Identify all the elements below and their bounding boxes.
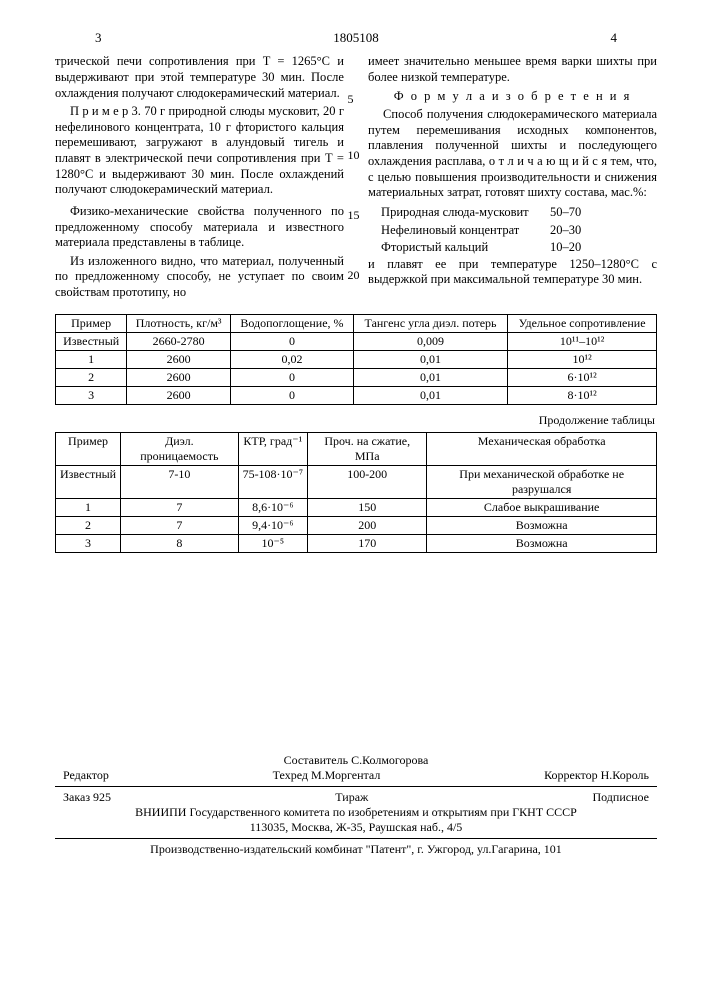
right-p3: и плавят ее при температуре 1250–1280°С … xyxy=(368,257,657,288)
table-row: Известный7-1075-108·10⁻⁷100-200При механ… xyxy=(56,465,657,498)
order-num: Заказ 925 xyxy=(63,790,111,805)
table-row: 126000,020,0110¹² xyxy=(56,350,657,368)
right-p2: Способ получения слюдокерамического мате… xyxy=(368,107,657,201)
composition-table: Природная слюда-мусковит50–70 Нефелиновы… xyxy=(380,204,582,257)
t2-h2: КТР, град⁻¹ xyxy=(238,432,308,465)
continuation-label: Продолжение таблицы xyxy=(55,413,655,428)
t2-h0: Пример xyxy=(56,432,121,465)
comp-name-0: Природная слюда-мусковит xyxy=(380,204,532,222)
comp-val-1: 20–30 xyxy=(532,222,582,240)
page-num-right: 4 xyxy=(611,30,618,46)
table-row: 2260000,016·10¹² xyxy=(56,368,657,386)
data-table-2: Пример Диэл. проницаемость КТР, град⁻¹ П… xyxy=(55,432,657,553)
prod-line: Производственно-издательский комбинат "П… xyxy=(55,842,657,857)
t1-h2: Водопоглощение, % xyxy=(231,314,354,332)
comp-val-0: 50–70 xyxy=(532,204,582,222)
left-p4: Из изложенного видно, что материал, полу… xyxy=(55,254,344,301)
comp-name-1: Нефелиновый концентрат xyxy=(380,222,532,240)
table-row: Известный2660-278000,00910¹¹–10¹² xyxy=(56,332,657,350)
right-p1: имеет значительно меньшее время варки ши… xyxy=(368,54,657,85)
two-column-body: трической печи сопротивления при T = 126… xyxy=(55,54,657,303)
left-p3: Физико-механические свойства полученного… xyxy=(55,204,344,251)
data-table-1: Пример Плотность, кг/м³ Водопоглощение, … xyxy=(55,314,657,405)
page-num-left: 3 xyxy=(95,30,102,46)
t2-h4: Механическая обработка xyxy=(427,432,657,465)
line-num-20: 20 xyxy=(348,268,360,283)
page-header: 3 1805108 4 xyxy=(55,30,657,54)
subscr: Подписное xyxy=(592,790,649,805)
editor-label: Редактор xyxy=(63,768,109,783)
org-line: ВНИИПИ Государственного комитета по изоб… xyxy=(55,805,657,820)
techred: Техред М.Моргентал xyxy=(273,768,381,783)
left-p2: П р и м е р 3. 70 г природной слюды муск… xyxy=(55,104,344,198)
table-row: 3810⁻⁵170Возможна xyxy=(56,534,657,552)
left-p1: трической печи сопротивления при T = 126… xyxy=(55,54,344,101)
table-row: 178,6·10⁻⁶150Слабое выкрашивание xyxy=(56,498,657,516)
t1-h4: Удельное сопротивление xyxy=(508,314,657,332)
t1-h1: Плотность, кг/м³ xyxy=(127,314,231,332)
t2-h3: Проч. на сжатие, МПа xyxy=(308,432,427,465)
line-num-10: 10 xyxy=(348,148,360,163)
left-column: трической печи сопротивления при T = 126… xyxy=(55,54,344,303)
comp-name-2: Фтористый кальций xyxy=(380,239,532,257)
table-row: 3260000,018·10¹² xyxy=(56,386,657,404)
line-num-15: 15 xyxy=(348,208,360,223)
footer-block: Составитель С.Колмогорова Редактор Техре… xyxy=(55,753,657,857)
tirazh: Тираж xyxy=(335,790,368,805)
t1-h0: Пример xyxy=(56,314,127,332)
formula-title: Ф о р м у л а и з о б р е т е н и я xyxy=(368,89,657,105)
compiler: Составитель С.Колмогорова xyxy=(55,753,657,768)
corrector: Корректор Н.Король xyxy=(544,768,649,783)
line-num-5: 5 xyxy=(348,92,354,107)
t1-h3: Тангенс угла диэл. потерь xyxy=(353,314,507,332)
t2-h1: Диэл. проницаемость xyxy=(121,432,238,465)
addr-line: 113035, Москва, Ж-35, Раушская наб., 4/5 xyxy=(55,820,657,835)
right-column: имеет значительно меньшее время варки ши… xyxy=(368,54,657,303)
patent-number: 1805108 xyxy=(333,30,379,46)
comp-val-2: 10–20 xyxy=(532,239,582,257)
table-row: 279,4·10⁻⁶200Возможна xyxy=(56,516,657,534)
